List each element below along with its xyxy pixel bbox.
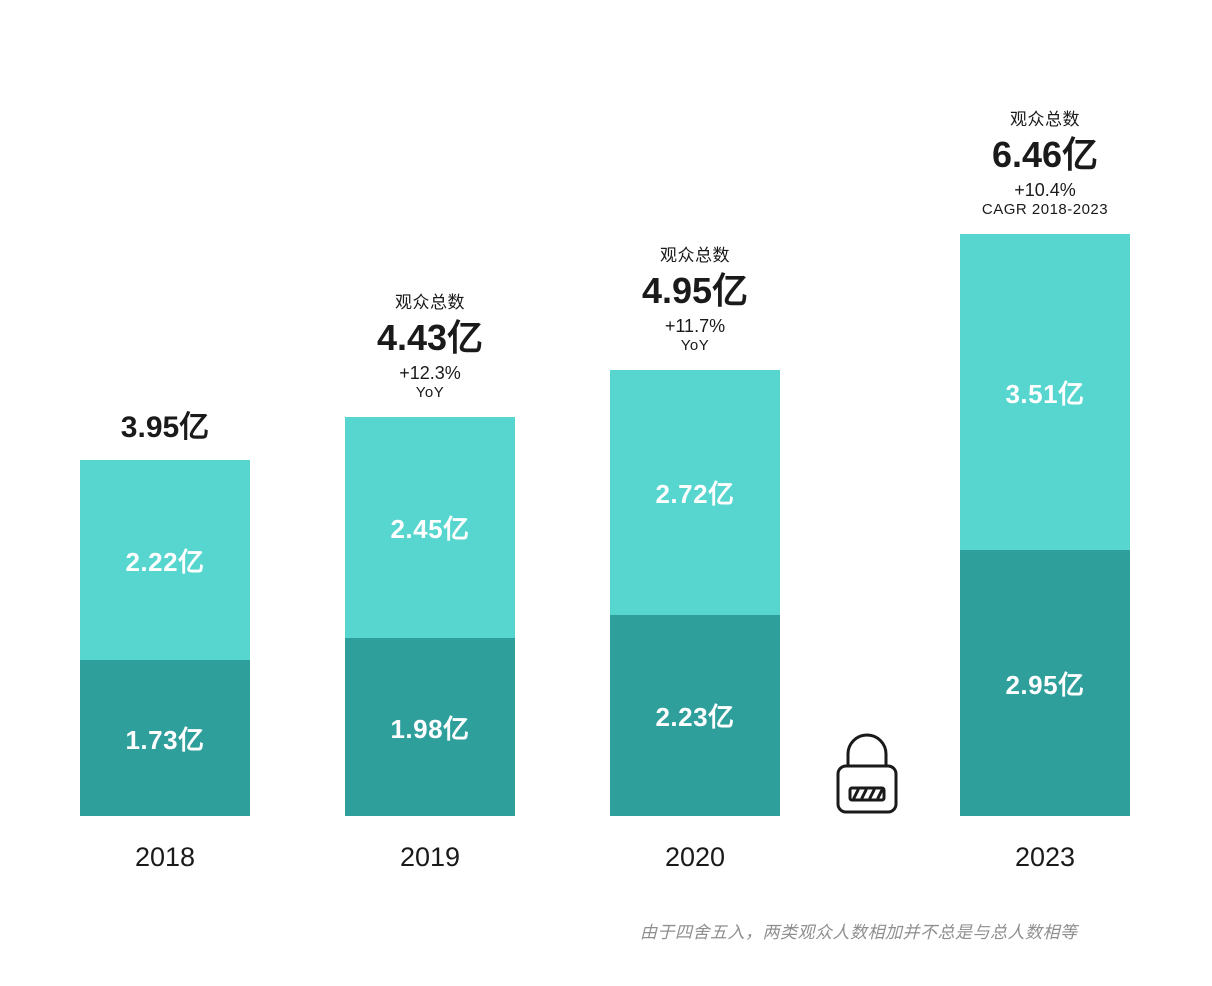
bar-segment-bottom: 2.23亿 <box>610 615 780 816</box>
bar-segment-top: 2.22亿 <box>80 460 250 660</box>
growth-basis: YoY <box>377 384 483 403</box>
bar-segment-top: 2.45亿 <box>345 417 515 638</box>
bar-column-2023: 观众总数6.46亿+10.4%CAGR 2018-2023 2.95亿 3.51亿2… <box>960 109 1130 817</box>
bar-segment-top-label: 2.22亿 <box>125 542 204 579</box>
bar-segment-bottom-label: 2.23亿 <box>655 697 734 734</box>
chart-footnote: 由于四舍五入，两类观众人数相加并不总是与总人数相等 <box>640 918 1078 943</box>
bar-segment-bottom: 1.73亿 <box>80 660 250 816</box>
year-label: 2019 <box>400 842 460 873</box>
audience-total-caption: 观众总数 <box>377 292 483 313</box>
bar-annotation: 观众总数4.95亿+11.7%YoY <box>642 245 748 357</box>
stacked-bar: 1.73亿 2.22亿 <box>80 460 250 816</box>
growth-percent: +10.4% <box>982 179 1108 202</box>
year-label: 2018 <box>135 842 195 873</box>
bar-segment-bottom-label: 1.73亿 <box>125 720 204 757</box>
total-label: 3.95亿 <box>121 409 209 447</box>
bar-segment-top-label: 2.45亿 <box>390 509 469 546</box>
bar-segment-top-label: 2.72亿 <box>655 474 734 511</box>
growth-basis: YoY <box>642 337 748 356</box>
bar-segment-top: 2.72亿 <box>610 370 780 615</box>
bar-segment-bottom: 1.98亿 <box>345 638 515 816</box>
year-label: 2020 <box>665 842 725 873</box>
total-label: 4.95亿 <box>642 268 748 313</box>
stacked-bar: 1.98亿 2.45亿 <box>345 417 515 816</box>
bar-segment-bottom-label: 2.95亿 <box>1005 665 1084 702</box>
bar-annotation: 观众总数6.46亿+10.4%CAGR 2018-2023 <box>982 109 1108 221</box>
growth-percent: +11.7% <box>642 315 748 338</box>
bar-annotation: 观众总数4.43亿+12.3%YoY <box>377 292 483 404</box>
bar-segment-top-label: 3.51亿 <box>1005 374 1084 411</box>
total-label: 6.46亿 <box>982 132 1108 177</box>
bar-column-2018: 3.95亿1.73亿2.22亿2018 <box>80 409 250 817</box>
growth-basis: CAGR 2018-2023 <box>982 201 1108 220</box>
bar-annotation: 3.95亿 <box>121 409 209 447</box>
bar-segment-top: 3.51亿 <box>960 234 1130 550</box>
bar-segment-bottom: 2.95亿 <box>960 550 1130 816</box>
bar-column-2020: 观众总数4.95亿+11.7%YoY2.23亿2.72亿2020 <box>610 245 780 817</box>
audience-stacked-bar-chart: 3.95亿1.73亿2.22亿2018观众总数4.43亿+12.3%YoY1.9… <box>0 0 1212 986</box>
year-label: 2023 <box>1015 842 1075 873</box>
growth-percent: +12.3% <box>377 362 483 385</box>
audience-total-caption: 观众总数 <box>982 109 1108 130</box>
bar-column-2019: 观众总数4.43亿+12.3%YoY1.98亿2.45亿2019 <box>345 292 515 817</box>
stacked-bar: 2.95亿 3.51亿 <box>960 234 1130 816</box>
lock-icon <box>828 726 906 816</box>
total-label: 4.43亿 <box>377 315 483 360</box>
bar-segment-bottom-label: 1.98亿 <box>390 709 469 746</box>
stacked-bar: 2.23亿 2.72亿 <box>610 370 780 816</box>
audience-total-caption: 观众总数 <box>642 245 748 266</box>
